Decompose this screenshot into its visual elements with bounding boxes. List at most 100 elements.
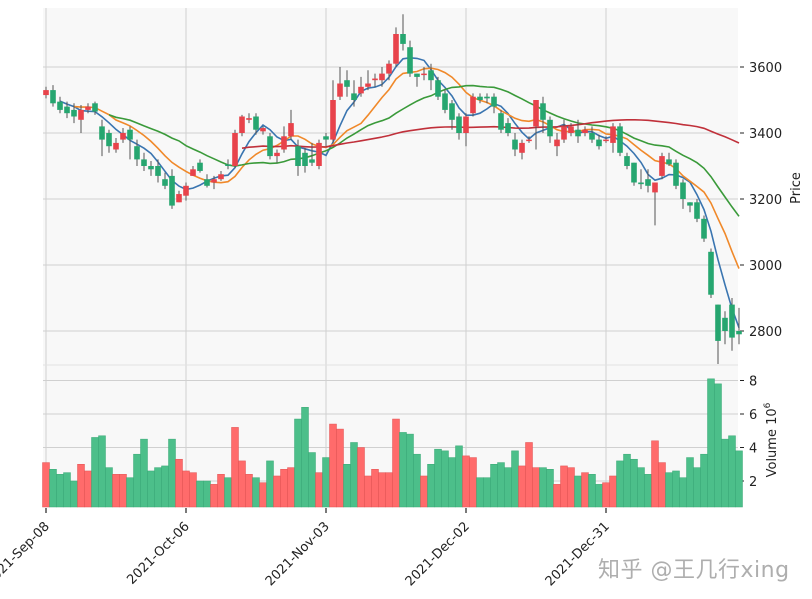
candle-up	[330, 80, 336, 143]
candle-down	[505, 118, 511, 137]
candle-body	[449, 103, 455, 120]
candle-up	[568, 123, 574, 137]
volume-bar-down	[427, 464, 435, 508]
candle-up	[421, 67, 427, 81]
volume-tick-label: 2	[749, 475, 757, 490]
volume-bar-up	[532, 467, 540, 508]
candle-body	[694, 202, 700, 219]
volume-bar-down	[707, 378, 715, 508]
candle-body	[225, 164, 231, 166]
candle-up	[78, 104, 84, 133]
volume-bar-down	[714, 383, 722, 508]
volume-bar-down	[147, 470, 155, 508]
candle-down	[302, 147, 308, 173]
candle-body	[162, 179, 168, 186]
candle-body	[701, 218, 707, 239]
candle-down	[498, 109, 504, 133]
volume-bar-down	[490, 464, 498, 508]
volume-bar-down	[70, 480, 78, 508]
candle-body	[155, 166, 161, 176]
volume-bar-down	[539, 467, 547, 508]
candle-body	[85, 106, 91, 110]
volume-bar-up	[553, 484, 561, 508]
volume-bar-up	[231, 427, 239, 508]
candle-up	[316, 139, 322, 170]
watermark: 知乎 @王几行xing	[598, 558, 790, 583]
candle-body	[57, 101, 63, 110]
candle-body	[463, 116, 469, 133]
candle-down	[631, 162, 637, 186]
volume-bar-up	[385, 472, 393, 508]
volume-tick-label: 4	[749, 442, 757, 457]
candle-up	[288, 109, 294, 140]
volume-axis-title: Volume 106	[763, 402, 780, 477]
price-tick-label: 3600	[749, 61, 782, 76]
volume-bar-down	[56, 474, 64, 508]
candle-body	[512, 139, 518, 150]
candle-down	[589, 126, 595, 143]
candle-body	[729, 304, 735, 338]
candle-body	[239, 116, 245, 133]
volume-bar-up	[210, 484, 218, 508]
candle-body	[407, 47, 413, 74]
candle-body	[281, 136, 287, 150]
candle-body	[638, 182, 644, 185]
volume-bar-down	[504, 467, 512, 508]
candle-body	[71, 109, 77, 117]
candle-down	[638, 169, 644, 190]
volume-exponent: 6	[763, 402, 773, 408]
candle-body	[169, 175, 175, 206]
candle-body	[330, 100, 336, 140]
volume-bar-down	[196, 480, 204, 508]
candle-down	[169, 169, 175, 209]
candle-body	[50, 90, 56, 104]
volume-bar-down	[483, 477, 491, 508]
volume-bar-down	[735, 450, 743, 508]
volume-bar-down	[455, 445, 463, 508]
volume-bar-up	[420, 475, 428, 508]
candle-down	[715, 304, 721, 364]
candle-body	[246, 118, 252, 120]
candle-body	[547, 119, 553, 137]
candle-body	[274, 152, 280, 157]
candle-down	[435, 76, 441, 100]
x-tick-label: 2021-Nov-03	[263, 519, 333, 589]
volume-bar-up	[329, 423, 337, 508]
candle-body	[603, 139, 609, 142]
candle-body	[505, 123, 511, 133]
candle-down	[400, 14, 406, 51]
candle-body	[141, 159, 147, 166]
volume-tick-label: 6	[749, 408, 757, 423]
candle-body	[267, 136, 273, 157]
candle-down	[71, 103, 77, 124]
volume-bar-up	[84, 470, 92, 508]
candle-down	[162, 172, 168, 190]
candle-body	[218, 174, 224, 180]
volume-bar-down	[63, 472, 71, 508]
volume-bar-down	[350, 442, 358, 508]
volume-bar-down	[413, 453, 421, 508]
volume-bar-down	[224, 477, 232, 508]
volume-bar-up	[287, 467, 295, 508]
volume-bar-down	[623, 453, 631, 508]
volume-bar-down	[154, 467, 162, 508]
volume-bar-up	[336, 428, 344, 508]
candle-body	[113, 142, 119, 150]
candle-body	[393, 34, 399, 64]
candle-down	[407, 40, 413, 77]
candle-body	[470, 96, 476, 114]
volume-bar-up	[273, 475, 281, 508]
volume-bar-up	[175, 458, 183, 508]
candle-down	[512, 133, 518, 157]
candle-up	[85, 103, 91, 114]
volume-bar-up	[518, 465, 526, 508]
candle-up	[113, 137, 119, 153]
candle-up	[379, 67, 385, 87]
candle-body	[568, 126, 574, 133]
candle-up	[211, 175, 217, 190]
candle-down	[673, 159, 679, 190]
candle-body	[323, 136, 329, 140]
candle-down	[729, 298, 735, 351]
volume-bar-down	[448, 457, 456, 508]
volume-bar-down	[672, 470, 680, 508]
